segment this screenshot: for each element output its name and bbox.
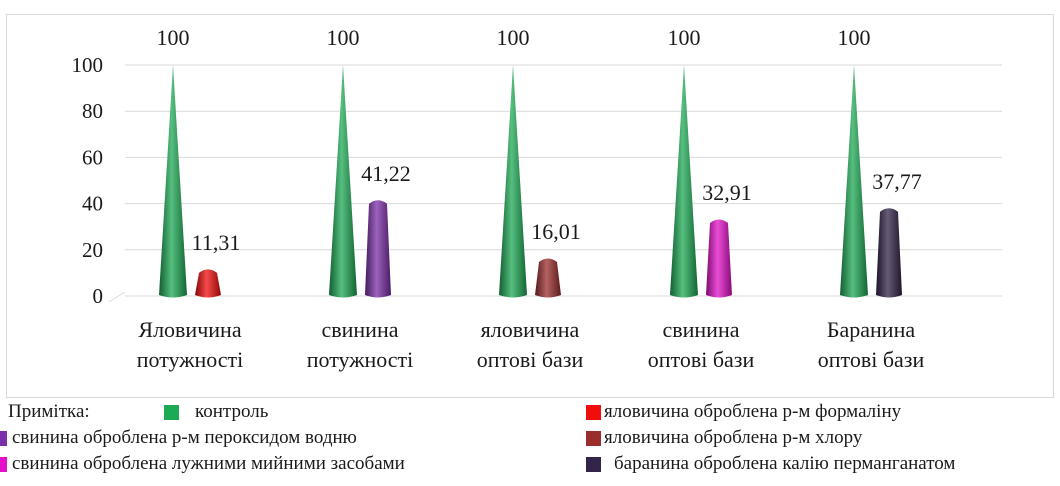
control-bar <box>159 65 187 298</box>
chart-frame: 0 20 40 60 80 100 100 100 100 100 100 11,31 41,22 16,… <box>6 14 1054 398</box>
category-label: яловичина <box>481 317 580 342</box>
category-label: Яловичина <box>138 317 241 342</box>
control-bar <box>840 65 868 298</box>
control-value-label: 100 <box>497 25 530 50</box>
legend-label-control: контроль <box>195 401 269 422</box>
treated-value-label: 41,22 <box>361 161 411 186</box>
legend-swatch-pork-detergent <box>0 457 7 472</box>
treated-value-label: 32,91 <box>702 180 752 205</box>
legend-label-beef-formalin: яловичина оброблена р-м формаліну <box>604 401 902 422</box>
control-bar <box>329 65 357 298</box>
chart-plot: 0 20 40 60 80 100 100 100 100 100 100 11,31 41,22 16,… <box>72 25 1002 372</box>
treated-bar <box>365 200 391 298</box>
category-label: оптові бази <box>818 347 925 372</box>
legend-label-pork-peroxide: свинина оброблена р-м пероксидом водню <box>12 427 357 448</box>
y-tick-label: 40 <box>82 192 103 216</box>
legend-note: Примітка: <box>8 401 90 422</box>
category-label: Баранина <box>827 317 915 342</box>
y-tick-label: 100 <box>72 53 104 77</box>
treated-bar <box>706 219 732 298</box>
control-bar <box>670 65 698 298</box>
legend-swatch-control <box>164 405 179 420</box>
category-label: свинина <box>321 317 398 342</box>
axis-floor-edge <box>108 291 126 303</box>
y-tick-label: 20 <box>82 238 103 262</box>
control-value-label: 100 <box>157 25 190 50</box>
category-label: свинина <box>662 317 739 342</box>
treated-bar <box>195 269 221 298</box>
category-label: оптові бази <box>477 347 584 372</box>
legend: Примітка: контроль яловичина оброблена р… <box>0 400 1060 486</box>
category-label: потужності <box>137 347 244 372</box>
legend-swatch-beef-formalin <box>586 405 601 420</box>
legend-swatch-beef-chlorine <box>586 431 601 446</box>
treated-bar <box>535 258 561 298</box>
legend-swatch-pork-peroxide <box>0 431 7 446</box>
treated-value-label: 16,01 <box>531 219 581 244</box>
legend-label-pork-detergent: свинина оброблена лужними мийними засоба… <box>12 453 405 474</box>
legend-label-lamb-permanganate: баранина оброблена калію перманганатом <box>614 453 956 474</box>
y-tick-label: 60 <box>82 145 103 169</box>
control-value-label: 100 <box>327 25 360 50</box>
treated-value-label: 37,77 <box>872 169 922 194</box>
treated-value-label: 11,31 <box>192 230 241 255</box>
legend-label-beef-chlorine: яловичина оброблена р-м хлору <box>604 427 863 448</box>
control-bar <box>499 65 527 298</box>
control-value-label: 100 <box>668 25 701 50</box>
y-tick-label: 80 <box>82 99 103 123</box>
category-label: потужності <box>307 347 414 372</box>
y-tick-label: 0 <box>93 284 104 308</box>
category-label: оптові бази <box>648 347 755 372</box>
legend-swatch-lamb-permanganate <box>586 457 601 472</box>
control-value-label: 100 <box>838 25 871 50</box>
treated-bar <box>876 208 902 298</box>
